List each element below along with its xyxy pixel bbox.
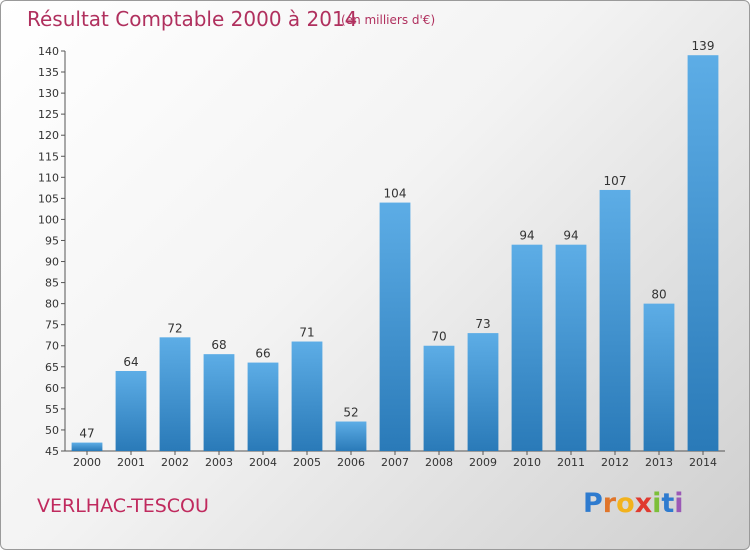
chart-title: Résultat Comptable 2000 à 2014: [27, 7, 358, 31]
bar-value-label: 80: [651, 288, 666, 302]
logo-letter: i: [674, 488, 684, 519]
bar: [203, 354, 235, 451]
y-tick-label: 65: [45, 361, 59, 374]
x-tick-label: 2005: [293, 456, 321, 469]
logo-letter: r: [602, 488, 617, 519]
x-tick-label: 2007: [381, 456, 409, 469]
town-name: VERLHAC-TESCOU: [37, 495, 209, 517]
chart-subtitle: (en milliers d'€): [341, 13, 436, 27]
bar-value-label: 64: [123, 355, 138, 369]
y-tick-label: 130: [38, 87, 59, 100]
bar-value-label: 66: [255, 347, 270, 361]
bar: [115, 371, 147, 451]
bar-value-label: 72: [167, 321, 182, 335]
logo-letter: P: [583, 488, 603, 519]
y-tick-label: 55: [45, 403, 59, 416]
bar-value-label: 70: [431, 330, 446, 344]
bar: [291, 341, 323, 451]
y-tick-label: 50: [45, 424, 59, 437]
y-tick-label: 70: [45, 340, 59, 353]
bar: [599, 189, 631, 451]
bar: [687, 55, 719, 452]
bar-value-label: 94: [563, 229, 578, 243]
bar: [643, 303, 675, 451]
x-tick-label: 2004: [249, 456, 277, 469]
x-tick-label: 2006: [337, 456, 365, 469]
y-tick-label: 60: [45, 382, 59, 395]
x-tick-label: 2011: [557, 456, 585, 469]
x-tick-label: 2013: [645, 456, 673, 469]
bar-value-label: 94: [519, 229, 534, 243]
y-tick-label: 45: [45, 445, 59, 458]
x-tick-label: 2010: [513, 456, 541, 469]
logo-letter: o: [616, 488, 635, 519]
bar-value-label: 52: [343, 406, 358, 420]
logo-letter: t: [661, 488, 675, 519]
bar: [423, 345, 455, 451]
proxiti-logo[interactable]: Proxiti: [583, 488, 684, 519]
y-tick-label: 90: [45, 256, 59, 269]
bars: 47 64 72 68 66 71 52 104 70 73 94 94 107 80 139: [71, 39, 719, 452]
y-tick-label: 120: [38, 129, 59, 142]
y-axis: 45 50 55 60 65 70 75 80 85 90 95 100 105 110 115 120 125…: [38, 45, 66, 458]
y-tick-label: 135: [38, 66, 59, 79]
bar-value-label: 68: [211, 338, 226, 352]
x-tick-label: 2009: [469, 456, 497, 469]
logo-letter: x: [634, 488, 653, 519]
bar-value-label: 104: [384, 187, 407, 201]
bar: [511, 244, 543, 451]
bar-value-label: 73: [475, 317, 490, 331]
bar-value-label: 139: [692, 39, 715, 53]
y-tick-label: 125: [38, 108, 59, 121]
x-tick-label: 2003: [205, 456, 233, 469]
y-tick-label: 105: [38, 192, 59, 205]
bar-value-label: 47: [79, 427, 94, 441]
y-tick-label: 140: [38, 45, 59, 58]
bar: [555, 244, 587, 451]
bar: [467, 333, 499, 451]
x-tick-label: 2012: [601, 456, 629, 469]
y-tick-label: 85: [45, 277, 59, 290]
bar: [335, 421, 367, 451]
bar-value-label: 71: [299, 326, 314, 340]
x-tick-label: 2014: [689, 456, 717, 469]
bar: [71, 442, 103, 451]
y-tick-label: 75: [45, 319, 59, 332]
x-tick-label: 2008: [425, 456, 453, 469]
y-tick-label: 100: [38, 213, 59, 226]
bar-value-label: 107: [604, 174, 627, 188]
y-tick-label: 80: [45, 298, 59, 311]
bar: [247, 362, 279, 451]
logo-letter: i: [652, 488, 662, 519]
bar: [159, 337, 191, 451]
x-tick-label: 2002: [161, 456, 189, 469]
x-tick-label: 2000: [73, 456, 101, 469]
y-tick-label: 95: [45, 234, 59, 247]
y-tick-label: 115: [38, 150, 59, 163]
y-tick-label: 110: [38, 171, 59, 184]
bar: [379, 202, 411, 451]
x-axis: 2000 2001 2002 2003 2004 2005 2006 2007 2008 2009…: [65, 450, 725, 469]
x-tick-label: 2001: [117, 456, 145, 469]
